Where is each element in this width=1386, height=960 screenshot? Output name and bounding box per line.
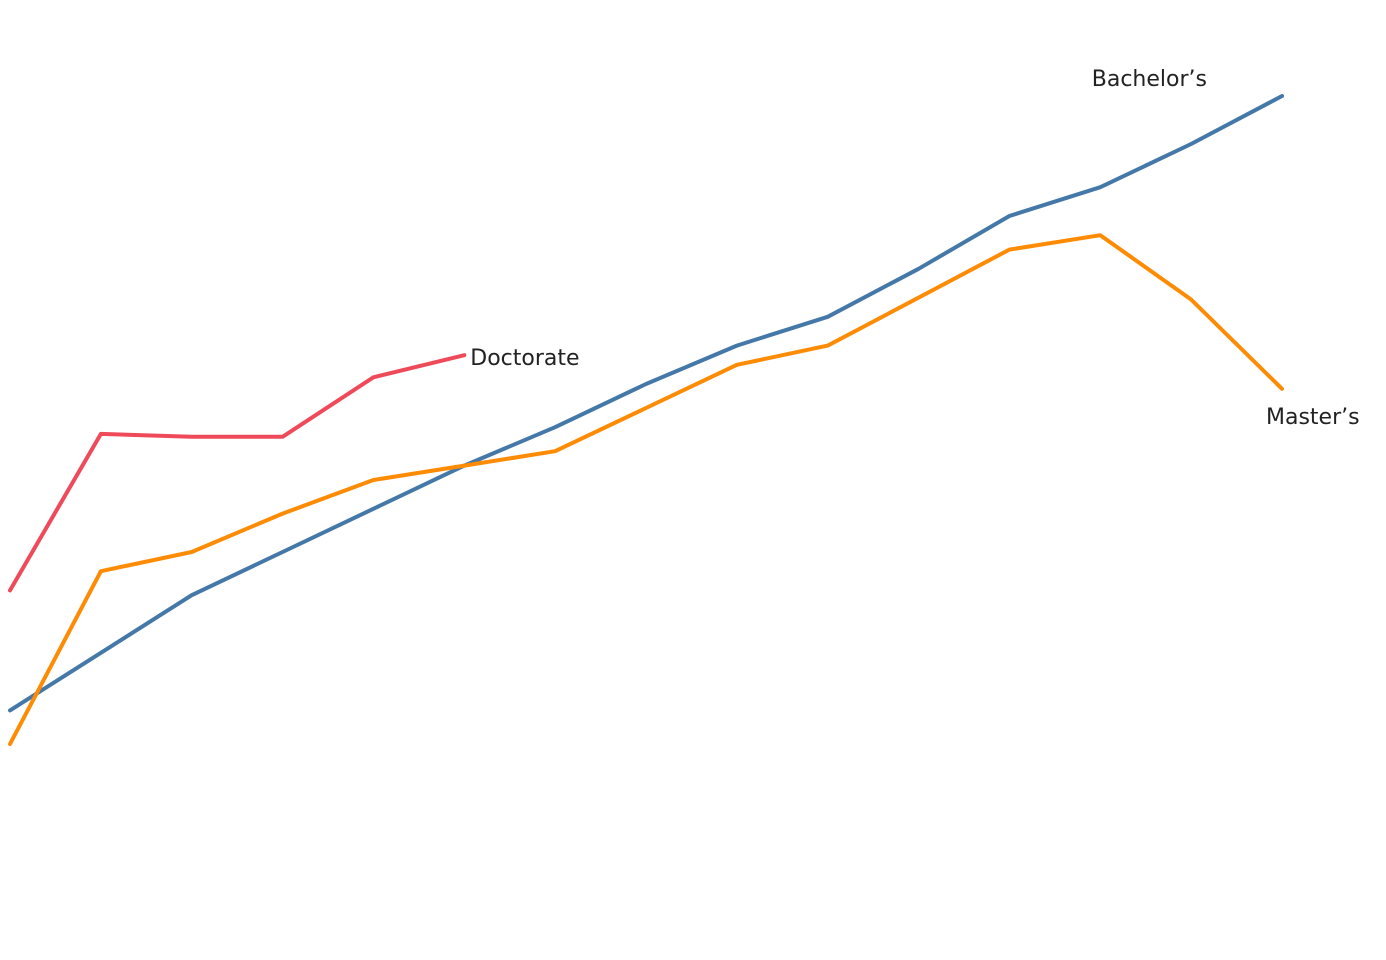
series-label-masters: Master’s	[1266, 405, 1360, 430]
series-line-masters	[8, 233, 1284, 746]
series-lines	[8, 94, 1284, 746]
series-labels: Bachelor’s Master’s Doctorate	[470, 67, 1359, 430]
series-label-bachelors: Bachelor’s	[1092, 67, 1207, 92]
series-line-doctorate	[8, 353, 467, 593]
series-line-bachelors	[8, 94, 1284, 713]
series-label-doctorate: Doctorate	[470, 346, 579, 371]
